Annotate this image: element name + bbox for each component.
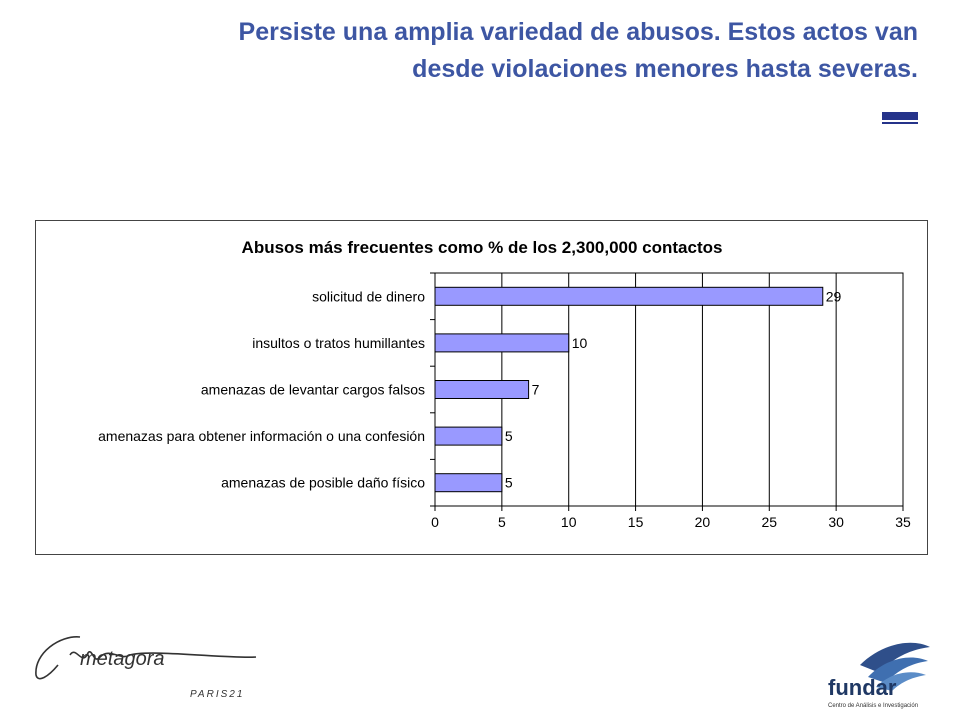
category-label: amenazas para obtener información o una … (98, 428, 425, 444)
data-label: 7 (532, 382, 540, 398)
title-rule-thin (882, 122, 918, 124)
chart-bars (434, 286, 824, 493)
x-tick-label: 20 (695, 514, 711, 530)
x-tick-label: 5 (498, 514, 506, 530)
category-label: insultos o tratos humillantes (252, 335, 425, 351)
bar-chart: Abusos más frecuentes como % de los 2,30… (98, 238, 911, 530)
category-label: solicitud de dinero (312, 288, 425, 304)
x-tick-label: 25 (761, 514, 777, 530)
data-label: 10 (572, 335, 588, 351)
data-label: 29 (826, 288, 842, 304)
title-rule-thick (882, 112, 918, 120)
category-label: amenazas de levantar cargos falsos (201, 382, 425, 398)
chart-labels: 0 5 10 15 20 25 30 35 solicitud de dinero 29 insul… (98, 288, 911, 530)
bar (434, 333, 570, 353)
bar (434, 380, 530, 399)
chart-frame: Abusos más frecuentes como % de los 2,30… (35, 220, 928, 555)
paris21-logo-text: PARIS21 (190, 689, 244, 700)
fundar-logo-text: fundar (828, 675, 897, 700)
x-tick-label: 15 (628, 514, 644, 530)
metagora-swoosh (35, 636, 257, 680)
chart-gridlines (501, 273, 837, 506)
metagora-logo-mark: metagora PARIS21 (35, 636, 257, 700)
slide-title: Persiste una amplia variedad de abusos. … (98, 14, 918, 88)
fundar-logo-mark: fundar Centro de Análisis e Investigació… (828, 642, 930, 709)
bar (434, 426, 503, 446)
data-label: 5 (505, 475, 513, 491)
slide-title-line-1: Persiste una amplia variedad de abusos. … (238, 18, 918, 46)
fundar-logo: fundar Centro de Análisis e Investigació… (820, 625, 940, 715)
bar (434, 473, 503, 493)
fundar-wave-2 (868, 657, 928, 683)
x-tick-label: 10 (561, 514, 577, 530)
x-tick-label: 0 (431, 514, 439, 530)
chart-title: Abusos más frecuentes como % de los 2,30… (242, 238, 723, 257)
category-label: amenazas de posible daño físico (221, 475, 425, 491)
fundar-wave-1 (860, 642, 930, 673)
metagora-logo: metagora PARIS21 (30, 625, 270, 710)
x-tick-label: 30 (828, 514, 844, 530)
metagora-logo-text: metagora (80, 648, 165, 670)
x-tick-label: 35 (895, 514, 911, 530)
fundar-logo-subtitle: Centro de Análisis e Investigación (828, 703, 918, 709)
bar (434, 286, 824, 306)
data-label: 5 (505, 428, 513, 444)
fundar-wave-3 (876, 672, 926, 691)
slide-title-line-2: desde violaciones menores hasta severas. (412, 55, 918, 83)
